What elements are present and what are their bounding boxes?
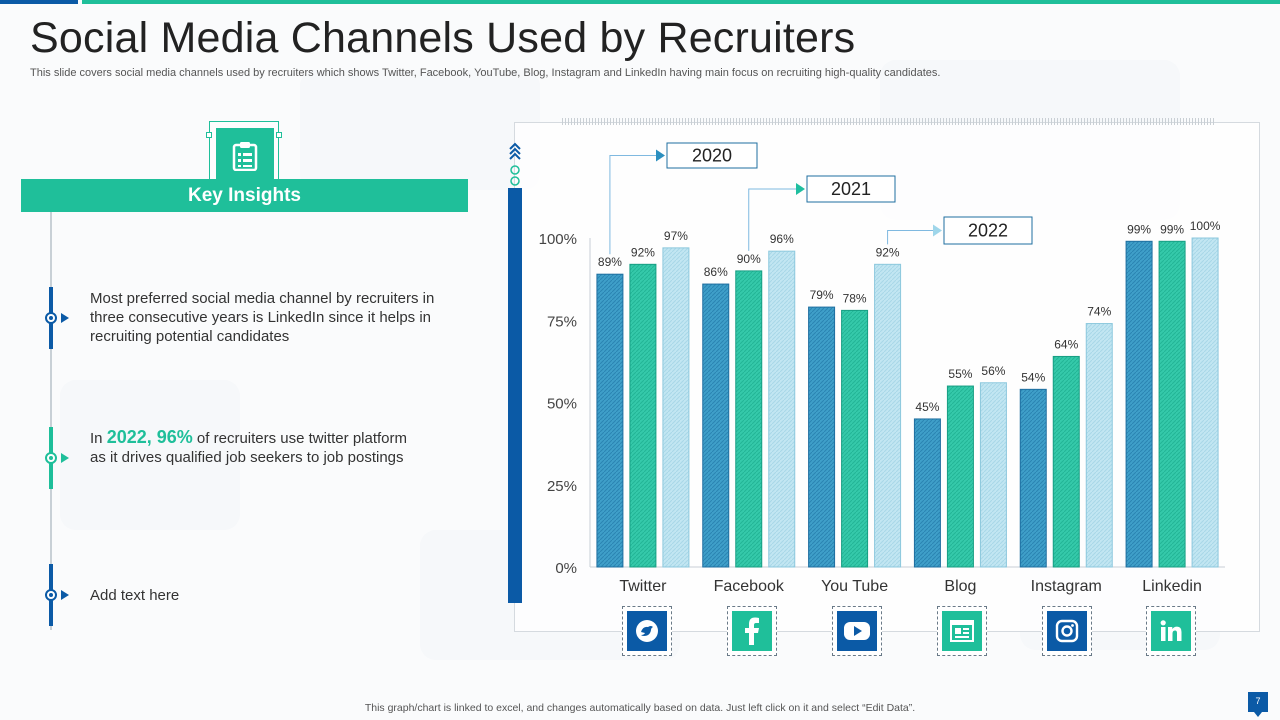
page-title: Social Media Channels Used by Recruiters	[30, 14, 856, 62]
data-label: 56%	[981, 364, 1005, 378]
insight-text-suffix: of recruiters use twitter platform as it…	[90, 430, 407, 466]
insight-text: In 2022, 96% of recruiters use twitter p…	[90, 428, 410, 467]
bar-2021-linkedin	[1158, 240, 1186, 568]
data-label: 86%	[704, 265, 728, 279]
data-label: 100%	[1190, 219, 1221, 233]
youtube-icon	[837, 611, 877, 651]
linkedin-tile	[1146, 606, 1196, 656]
insight-highlight: 2022, 96%	[106, 427, 193, 447]
data-label: 45%	[915, 400, 939, 414]
legend-box-2020	[666, 142, 758, 169]
facebook-icon	[732, 611, 772, 651]
data-label: 64%	[1054, 337, 1078, 351]
bar-2020-linkedin	[1125, 240, 1153, 568]
chevron-up-icon	[509, 142, 521, 186]
youtube-tile	[832, 606, 882, 656]
page-subtitle: This slide covers social media channels …	[30, 67, 941, 79]
legend-arrow-icon	[656, 149, 665, 162]
bar-2020-you-tube	[808, 306, 836, 568]
x-category-label: Instagram	[1031, 578, 1102, 595]
bar-2020-twitter	[596, 273, 624, 568]
instagram-icon	[1047, 611, 1087, 651]
insight-bullet-icon	[45, 589, 57, 601]
bar-2022-blog	[979, 382, 1007, 568]
bar-2022-twitter	[662, 247, 690, 568]
bar-2021-facebook	[735, 270, 763, 568]
legend-box-2022	[943, 216, 1033, 245]
bar-2022-linkedin	[1191, 237, 1219, 568]
legend-label: 2021	[831, 179, 871, 199]
bar-2022-you-tube	[874, 263, 902, 568]
y-tick-label: 100%	[539, 231, 577, 248]
top-accent-bar-green	[82, 0, 1280, 4]
legend-connector	[887, 230, 934, 245]
insight-text: Most preferred social media channel by r…	[90, 290, 435, 345]
data-label: 92%	[876, 245, 900, 259]
data-label: 74%	[1087, 305, 1111, 319]
blog-icon	[942, 611, 982, 651]
twitter-icon	[627, 611, 667, 651]
bar-2021-blog	[946, 385, 974, 568]
data-label: 78%	[843, 291, 867, 305]
chart-decorative-stripes	[562, 118, 1214, 125]
bar-2020-instagram	[1019, 388, 1047, 568]
clipboard-icon	[216, 128, 274, 184]
key-insights-icon-frame	[206, 121, 282, 189]
arrow-right-icon	[61, 453, 69, 463]
insights-timeline-line	[50, 212, 52, 630]
data-label: 92%	[631, 245, 655, 259]
x-category-label: Blog	[944, 578, 976, 595]
data-label: 90%	[737, 252, 761, 266]
y-tick-label: 0%	[555, 560, 577, 577]
bar-2020-blog	[913, 418, 941, 568]
arrow-right-icon	[61, 313, 69, 323]
bar-2021-you-tube	[841, 309, 869, 568]
x-category-label: You Tube	[821, 578, 888, 595]
data-label: 79%	[810, 288, 834, 302]
legend-arrow-icon	[796, 183, 805, 195]
bar-2021-instagram	[1052, 355, 1080, 568]
linkedin-icon	[1151, 611, 1191, 651]
data-label: 55%	[948, 367, 972, 381]
insight-bullet-icon	[45, 452, 57, 464]
insight-text-prefix: In	[90, 430, 107, 447]
x-category-label: Twitter	[619, 578, 667, 595]
blog-tile	[937, 606, 987, 656]
data-label: 89%	[598, 255, 622, 269]
data-label: 97%	[664, 229, 688, 243]
y-tick-label: 25%	[547, 478, 577, 495]
arrow-right-icon	[61, 590, 69, 600]
bar-2022-instagram	[1085, 323, 1113, 568]
key-insights-heading: Key Insights	[21, 179, 468, 212]
y-tick-label: 50%	[547, 396, 577, 413]
data-label: 54%	[1021, 370, 1045, 384]
legend-connector	[748, 188, 797, 251]
data-label: 99%	[1160, 222, 1184, 236]
x-category-label: Facebook	[714, 578, 785, 595]
x-category-label: Linkedin	[1142, 578, 1202, 595]
data-label: 99%	[1127, 222, 1151, 236]
legend-connector	[609, 155, 657, 255]
bar-2022-facebook	[768, 250, 796, 568]
legend-label: 2020	[692, 146, 732, 166]
insight-text: Add text here	[90, 587, 180, 604]
legend-label: 2022	[968, 221, 1008, 241]
footer-note: This graph/chart is linked to excel, and…	[364, 702, 916, 714]
legend-box-2021	[806, 175, 896, 203]
y-tick-label: 75%	[547, 313, 577, 330]
legend-arrow-icon	[933, 224, 942, 237]
bar-2020-facebook	[702, 283, 730, 568]
insight-bullet-icon	[45, 312, 57, 324]
page-number: 7	[1248, 692, 1268, 717]
facebook-tile	[727, 606, 777, 656]
bar-2021-twitter	[629, 263, 657, 568]
chart-side-accent-bar	[508, 188, 522, 603]
data-label: 96%	[770, 232, 794, 246]
top-accent-bar-blue	[0, 0, 78, 4]
instagram-tile	[1042, 606, 1092, 656]
twitter-tile	[622, 606, 672, 656]
